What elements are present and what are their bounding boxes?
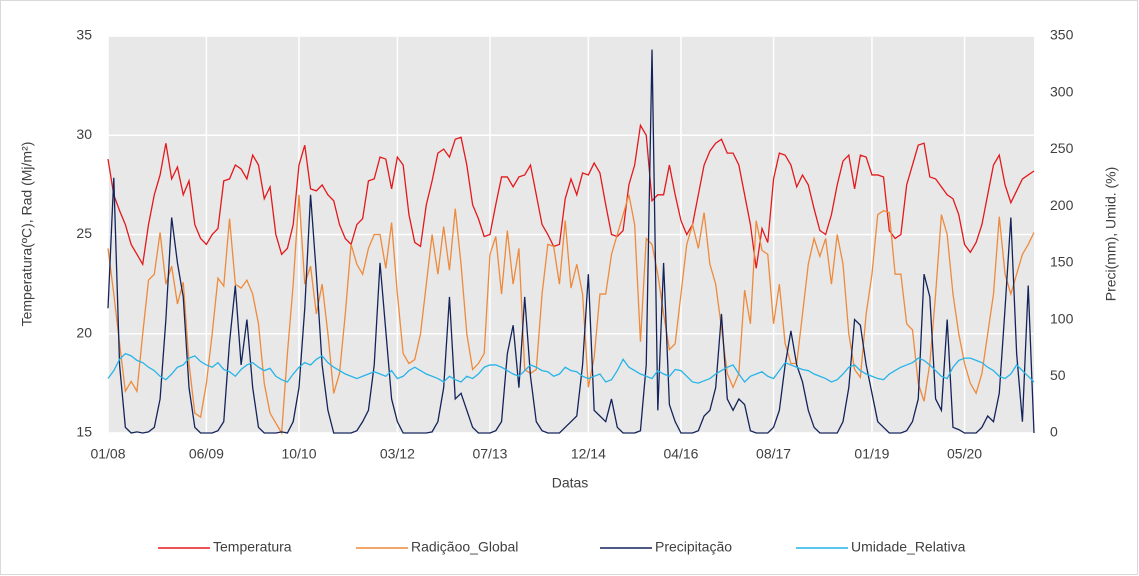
- y-tick-label: 30: [76, 126, 92, 142]
- x-tick-label: 06/09: [189, 446, 224, 462]
- x-tick-label: 04/16: [663, 446, 698, 462]
- y2-tick-label: 350: [1050, 27, 1074, 43]
- y2-tick-label: 200: [1050, 197, 1074, 213]
- x-axis-title: Datas: [552, 475, 589, 491]
- series-line: [107, 49, 1035, 434]
- y2-axis-title: Preci(mm), Umid. (%): [1103, 167, 1119, 302]
- legend-label: Precipitação: [655, 539, 732, 555]
- series-line: [107, 123, 1035, 269]
- y2-tick-label: 50: [1050, 367, 1066, 383]
- x-tick-label: 08/17: [756, 446, 791, 462]
- series-line: [107, 194, 1035, 436]
- y-tick-label: 20: [76, 324, 92, 340]
- y2-tick-label: 250: [1050, 140, 1074, 156]
- x-tick-label: 01/08: [90, 446, 125, 462]
- y-tick-label: 35: [76, 27, 92, 43]
- y2-tick-label: 0: [1050, 424, 1058, 440]
- x-tick-label: 03/12: [380, 446, 415, 462]
- y2-tick-label: 300: [1050, 83, 1074, 99]
- legend-label: Temperatura: [213, 539, 292, 555]
- legend-label: Umidade_Relativa: [851, 539, 966, 555]
- series-line: [107, 352, 1035, 384]
- x-tick-label: 01/19: [854, 446, 889, 462]
- y-axis-title: Temperatura(ºC), Rad (Mj/m²): [19, 142, 35, 327]
- x-tick-label: 07/13: [472, 446, 507, 462]
- y-tick-label: 25: [76, 225, 92, 241]
- y-tick-label: 15: [76, 424, 92, 440]
- x-tick-label: 10/10: [281, 446, 316, 462]
- y2-tick-label: 100: [1050, 310, 1074, 326]
- x-tick-label: 12/14: [571, 446, 606, 462]
- x-tick-label: 05/20: [947, 446, 982, 462]
- y2-tick-label: 150: [1050, 254, 1074, 270]
- legend-label: Radiçãoo_Global: [411, 539, 518, 555]
